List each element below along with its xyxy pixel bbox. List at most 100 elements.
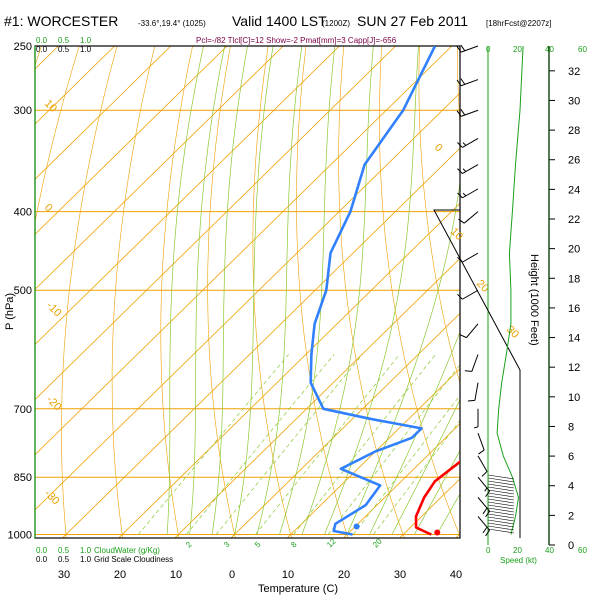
header-valid: Valid 1400 LST: [232, 13, 327, 29]
wind-barb-staff: [477, 455, 488, 472]
temperature-tick-label: 10: [170, 569, 182, 581]
mixing-ratio-label: 5: [253, 540, 263, 550]
wind-barb-feather: [460, 109, 466, 116]
wind-barb-feather: [481, 471, 488, 477]
speed-top-1: 20: [513, 45, 522, 54]
dry-adiabat-line: [35, 46, 80, 224]
temperature-tick-label: 20: [114, 569, 126, 581]
moist-adiabat-line: [391, 399, 460, 535]
wind-hatch-line: [487, 498, 515, 504]
dry-adiabat-line: [207, 46, 236, 538]
header-indices: Pcl=-/82 Tlcl[C]=12 Show=-2 Pmat[mm]=3 C…: [196, 36, 397, 45]
black-top-0: 0.0: [36, 45, 48, 54]
temperature-tick-label: 40: [450, 569, 462, 581]
mixing-ratio-label: 2: [184, 540, 194, 550]
wind-barb-feather: [482, 507, 488, 515]
height-tick-label: 8: [568, 421, 574, 433]
isotherm-line: [286, 368, 460, 538]
wind-barb-half-feather: [462, 142, 467, 146]
wind-barb-staff: [463, 211, 479, 224]
wind-hatch-line: [487, 510, 515, 516]
black-top-2: 1.0: [80, 45, 92, 54]
mixing-ratio-line: [353, 394, 460, 535]
dry-adiabat-line: [338, 46, 405, 538]
height-tick-label: 4: [568, 481, 574, 493]
wind-hatch-line: [487, 525, 515, 531]
height-tick-label: 26: [568, 155, 580, 167]
wind-barb-staff: [462, 138, 479, 148]
wind-hatch-line: [487, 519, 515, 525]
x-axis-label: Temperature (C): [258, 583, 338, 595]
temperature-tick-label: 0: [229, 569, 235, 581]
wind-barb-feather: [485, 529, 490, 537]
moist-adiabat-line: [189, 46, 225, 535]
wind-barb-staff: [471, 354, 479, 372]
wind-barb-feather: [464, 370, 472, 372]
wind-barb-feather: [482, 526, 488, 534]
height-tick-label: 18: [568, 273, 580, 285]
profile-series-1: [309, 46, 437, 536]
dry-adiabat-line: [252, 46, 292, 538]
pressure-tick-label: 250: [14, 41, 32, 53]
isotherm-line: [230, 312, 460, 538]
wind-hatch-line: [487, 492, 515, 498]
wind-barb-staff: [462, 188, 479, 199]
green-bottom-0: 0.0: [36, 546, 48, 555]
wind-barb-staff: [460, 45, 479, 53]
isotherm-line: [174, 257, 460, 538]
wind-speed-profile: [496, 45, 524, 535]
wind-hatch-line: [487, 528, 515, 534]
isotherm-line: [343, 423, 460, 538]
speed-bottom-1: 20: [513, 546, 522, 555]
green-top-1: 0.5: [58, 36, 70, 45]
cloud-water-label: CloudWater (g/Kg): [94, 546, 160, 555]
wind-barb-feather: [485, 490, 490, 498]
black-bottom-2: 1.0: [80, 555, 92, 564]
wind-barb-half-feather: [484, 487, 488, 492]
wind-barb-feather: [456, 79, 462, 87]
isotherm-line: [62, 147, 460, 538]
wind-barb-staff: [477, 432, 485, 451]
height-tick-label: 24: [568, 184, 580, 196]
mixing-ratio-label: 8: [289, 540, 299, 550]
wind-barb-feather: [457, 168, 463, 174]
wind-hatch-line: [487, 504, 515, 510]
wind-barb-feather: [459, 334, 467, 339]
height-tick-label: 10: [568, 392, 580, 404]
green-top-2: 1.0: [80, 36, 92, 45]
wind-hatch-line: [487, 495, 515, 501]
mixing-ratio-line: [138, 354, 289, 535]
wind-hatch-line: [487, 516, 515, 522]
height-axis-label: Height (1000 Feet): [528, 254, 540, 346]
temperature-tick-label: 10: [282, 569, 294, 581]
isotherm-line: [118, 202, 460, 538]
moist-adiabat-line: [166, 46, 204, 535]
wind-hatch-line: [487, 501, 515, 507]
height-tick-label: 20: [568, 244, 580, 256]
mixing-ratio-line: [186, 354, 335, 535]
background-grid: [35, 46, 460, 538]
isotherm-line: [35, 46, 228, 235]
wind-barb-staff: [462, 164, 479, 174]
green-top-0: 0.0: [36, 36, 48, 45]
wind-hatch-line: [487, 507, 515, 513]
moist-adiabat-line: [346, 180, 460, 535]
wind-barb-half-feather: [474, 426, 479, 429]
height-tick-label: 32: [568, 66, 580, 78]
wind-barb-feather: [456, 110, 462, 117]
wind-barb-feather: [460, 44, 466, 52]
wind-barb-feather: [485, 510, 490, 518]
height-tick-label: 14: [568, 333, 580, 345]
dry-adiabat-line: [379, 46, 460, 537]
height-tick-label: 30: [568, 95, 580, 107]
dry-adiabat-line: [160, 46, 193, 538]
grid-cloud-label: Grid Scale Cloudiness: [94, 555, 173, 564]
wind-barb-feather: [467, 399, 475, 402]
wind-barb-staff: [460, 79, 479, 87]
moist-adiabat-line: [301, 46, 374, 535]
wind-hatch-line: [487, 513, 515, 519]
pressure-tick-label: 700: [14, 404, 32, 416]
